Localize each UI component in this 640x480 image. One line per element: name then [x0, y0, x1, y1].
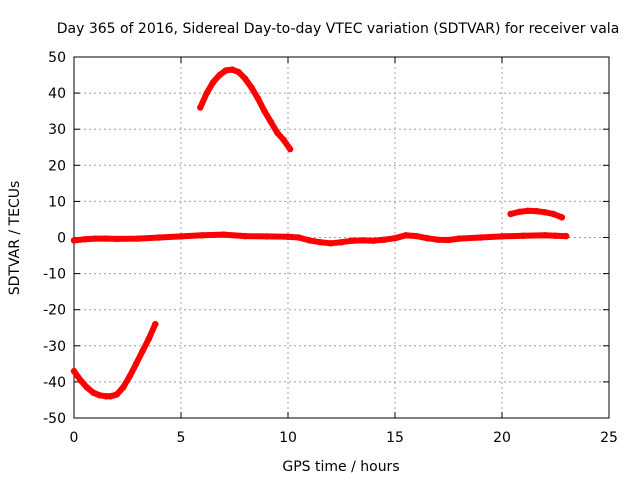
data-point	[563, 232, 570, 240]
data-point	[254, 95, 262, 102]
data-point	[370, 237, 377, 244]
data-point	[139, 348, 146, 355]
data-point	[197, 104, 204, 111]
y-tick-label: 10	[48, 194, 66, 210]
data-point	[77, 376, 84, 384]
data-point	[456, 235, 463, 242]
data-point	[533, 207, 540, 215]
data-point	[338, 239, 345, 246]
data-point	[248, 84, 255, 91]
data-point	[306, 237, 313, 244]
data-point	[199, 232, 206, 239]
chart-title: Day 365 of 2016, Sidereal Day-to-day VTE…	[57, 21, 620, 37]
data-point	[177, 233, 185, 240]
y-tick-label: 20	[48, 158, 66, 174]
x-tick-label: 5	[177, 430, 186, 446]
data-point	[520, 232, 527, 239]
y-tick-label: -40	[43, 375, 66, 391]
data-point	[541, 209, 548, 216]
data-point	[242, 75, 249, 82]
y-tick-label: -30	[43, 339, 66, 355]
data-point	[423, 235, 431, 242]
data-point	[327, 240, 334, 247]
x-tick-label: 15	[386, 430, 404, 446]
y-axis-label: SDTVAR / TECUs	[7, 181, 23, 296]
data-point	[220, 231, 227, 238]
data-point	[541, 232, 548, 239]
data-point	[70, 237, 78, 244]
data-point	[242, 232, 249, 240]
data-point	[391, 235, 399, 242]
data-point	[284, 233, 292, 240]
data-point	[316, 239, 324, 246]
data-point	[132, 360, 140, 368]
data-point	[156, 234, 163, 241]
data-point	[209, 79, 217, 86]
data-point	[445, 236, 452, 244]
data-point	[145, 335, 153, 342]
data-point	[229, 66, 236, 73]
data-point	[295, 234, 302, 241]
y-tick-label: -50	[43, 411, 66, 427]
axis-ticks	[73, 56, 610, 419]
data-point	[434, 236, 441, 243]
data-point	[222, 67, 230, 74]
data-point	[550, 210, 557, 218]
data-point	[235, 69, 242, 76]
data-point	[107, 393, 114, 400]
data-point	[498, 233, 506, 240]
data-point	[261, 108, 268, 115]
data-point	[402, 232, 409, 239]
axis-tick-labels: 0 5 10 15 20 25 -50 -40 -30 -20 -10 0 10 20 30 40 50	[43, 50, 618, 446]
data-point	[515, 208, 523, 216]
data-point	[381, 236, 388, 243]
data-point	[267, 118, 275, 126]
data-point	[349, 237, 356, 244]
x-tick-label: 20	[493, 430, 511, 446]
data-point	[113, 235, 121, 243]
x-tick-label: 10	[279, 430, 297, 446]
data-point	[274, 129, 281, 136]
x-tick-label: 25	[600, 430, 618, 446]
data-point	[558, 214, 566, 221]
data-point	[152, 320, 159, 328]
y-tick-label: -20	[43, 303, 66, 319]
data-point	[135, 235, 142, 242]
data-point	[286, 145, 294, 153]
data-point	[113, 391, 121, 398]
data-point	[263, 233, 270, 240]
data-point	[70, 367, 78, 375]
data-point	[477, 234, 484, 241]
data-point	[83, 384, 91, 391]
data-point	[524, 207, 531, 214]
data-series	[70, 66, 570, 400]
data-point	[507, 210, 514, 218]
data-point	[120, 384, 127, 391]
data-point	[413, 232, 420, 240]
data-point	[216, 71, 223, 79]
data-point	[90, 389, 97, 396]
y-tick-label: 30	[48, 122, 66, 138]
y-tick-label: 50	[48, 50, 66, 66]
data-point	[81, 236, 88, 243]
x-tick-label: 0	[70, 430, 79, 446]
x-axis-label: GPS time / hours	[282, 459, 399, 475]
y-tick-label: 0	[57, 231, 66, 247]
data-point	[359, 237, 367, 244]
data-point	[203, 89, 210, 97]
y-tick-label: 40	[48, 86, 66, 102]
data-point	[552, 232, 559, 239]
data-point	[280, 136, 287, 144]
data-point	[102, 235, 110, 242]
data-point	[92, 235, 99, 242]
data-point	[126, 373, 133, 380]
y-tick-label: -10	[43, 267, 66, 283]
data-point	[96, 392, 103, 399]
